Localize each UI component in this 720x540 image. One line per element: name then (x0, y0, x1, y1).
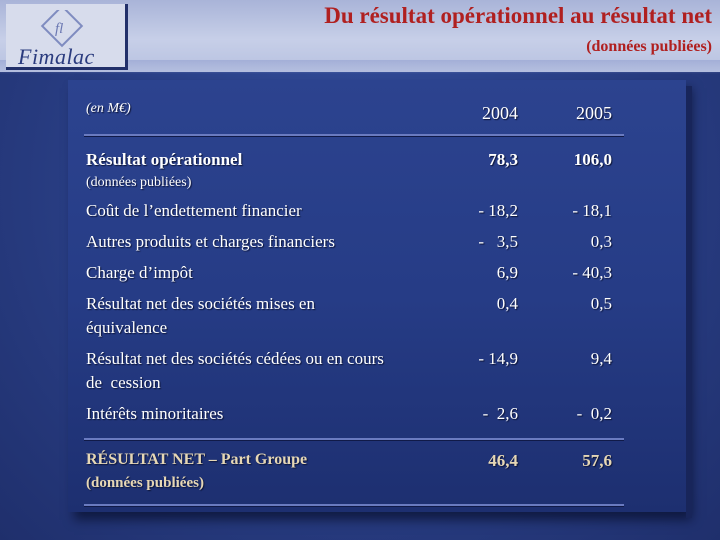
logo-text: Fimalac (18, 44, 95, 69)
row-label-operating-result: Résultat opérationnel (86, 150, 243, 169)
row-label-other-financial: Autres produits et charges financiers (86, 232, 335, 251)
row-label-disposed-companies-line2: de cession (86, 373, 161, 392)
header-divider (84, 134, 624, 137)
company-logo: fl Fimalac (6, 4, 128, 70)
value-2004-disposed-companies: - 14,9 (478, 349, 518, 368)
value-2005-equity-affiliates: 0,5 (590, 294, 612, 313)
row-label-minority-interests: Intérêts minoritaires (86, 404, 224, 423)
row-label-tax-charge: Charge d’impôt (86, 263, 193, 282)
value-2005-financial-debt-cost: - 18,1 (572, 201, 612, 220)
row-label-financial-debt-cost: Coût de l’endettement financier (86, 201, 302, 220)
panel-shadow-edge (686, 86, 692, 518)
fimalac-emblem-icon: fl (40, 10, 84, 48)
column-header-2004: 2004 (482, 103, 518, 123)
value-2004-tax-charge: 6,9 (496, 263, 518, 282)
row-sublabel-net-result: (données publiées) (86, 475, 204, 491)
value-2005-minority-interests: - 0,2 (576, 404, 612, 423)
row-label-equity-affiliates: Résultat net des sociétés mises en (86, 294, 315, 313)
value-2005-net-result: 57,6 (582, 451, 612, 470)
column-header-2005: 2005 (576, 103, 612, 123)
slide-subtitle: (données publiées) (586, 38, 712, 55)
value-2004-other-financial: - 3,5 (478, 232, 518, 251)
value-2005-operating-result: 106,0 (573, 150, 612, 169)
row-sublabel-operating-result: (données publiées) (86, 175, 192, 190)
value-2004-financial-debt-cost: - 18,2 (478, 201, 518, 220)
header-fade (0, 60, 720, 74)
unit-label: (en M€) (86, 101, 131, 116)
row-label-disposed-companies: Résultat net des sociétés cédées ou en c… (86, 349, 384, 368)
value-2005-tax-charge: - 40,3 (572, 263, 612, 282)
value-2004-net-result: 46,4 (488, 451, 518, 470)
value-2004-operating-result: 78,3 (488, 150, 518, 169)
total-divider-top (84, 438, 624, 441)
value-2005-other-financial: 0,3 (590, 232, 612, 251)
row-label-equity-affiliates-line2: équivalence (86, 318, 168, 337)
value-2005-disposed-companies: 9,4 (590, 349, 612, 368)
value-2004-minority-interests: - 2,6 (482, 404, 518, 423)
value-2004-equity-affiliates: 0,4 (496, 294, 518, 313)
slide-title: Du résultat opérationnel au résultat net (324, 3, 712, 28)
total-divider-bottom (84, 504, 624, 507)
svg-text:fl: fl (55, 21, 63, 37)
row-label-net-result: RÉSULTAT NET – Part Groupe (86, 451, 308, 468)
